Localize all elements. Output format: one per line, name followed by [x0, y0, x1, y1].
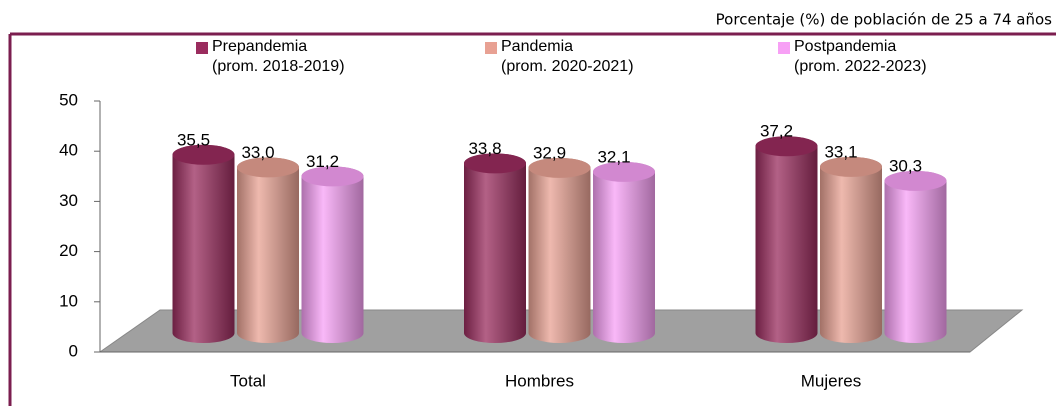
legend-item: Pandemia (prom. 2020-2021)	[485, 37, 634, 77]
bar-top	[593, 161, 655, 182]
bar	[820, 156, 882, 343]
bar	[528, 157, 591, 343]
bar	[593, 161, 655, 343]
legend-item: Postpandemia (prom. 2022-2023)	[778, 37, 927, 77]
legend-label: Postpandemia (prom. 2022-2023)	[794, 38, 927, 75]
data-label: 31,2	[306, 152, 339, 171]
data-label: 35,5	[177, 130, 210, 149]
x-tick-label: Mujeres	[801, 371, 861, 390]
data-label: 33,1	[824, 142, 857, 161]
y-tick-label: 30	[59, 191, 78, 210]
bar-top	[755, 136, 818, 157]
data-label: 33,8	[468, 139, 501, 158]
data-label: 32,9	[533, 143, 566, 162]
legend-label: Pandemia (prom. 2020-2021)	[501, 38, 634, 75]
bar-top	[820, 156, 882, 177]
y-tick-label: 50	[59, 90, 78, 109]
legend-swatch	[485, 42, 497, 54]
y-tick-label: 0	[69, 341, 78, 360]
y-tick-label: 10	[59, 291, 78, 310]
data-label: 37,2	[760, 122, 793, 141]
bar-top	[884, 170, 947, 191]
chart-subtitle: Porcentaje (%) de población de 25 a 74 a…	[716, 11, 1052, 29]
x-tick-label: Total	[230, 371, 266, 390]
data-label: 30,3	[889, 156, 922, 175]
y-tick-label: 20	[59, 241, 78, 260]
bar	[301, 166, 364, 343]
bar-top	[301, 166, 364, 187]
data-label: 32,1	[597, 147, 630, 166]
bar	[464, 153, 526, 343]
x-tick-label: Hombres	[505, 371, 574, 390]
y-tick-label: 40	[59, 141, 78, 160]
bar	[172, 144, 235, 343]
legend-swatch	[778, 42, 790, 54]
data-label: 33,0	[241, 143, 274, 162]
legend-item: Prepandemia (prom. 2018-2019)	[196, 37, 345, 77]
bar	[237, 157, 299, 343]
bar	[884, 170, 947, 343]
bar	[755, 136, 818, 343]
bar-top	[172, 144, 235, 165]
bar-top	[237, 157, 299, 178]
legend-swatch	[196, 42, 208, 54]
legend-label: Prepandemia (prom. 2018-2019)	[212, 38, 345, 75]
bar-top	[528, 157, 591, 178]
bar-top	[464, 153, 526, 174]
